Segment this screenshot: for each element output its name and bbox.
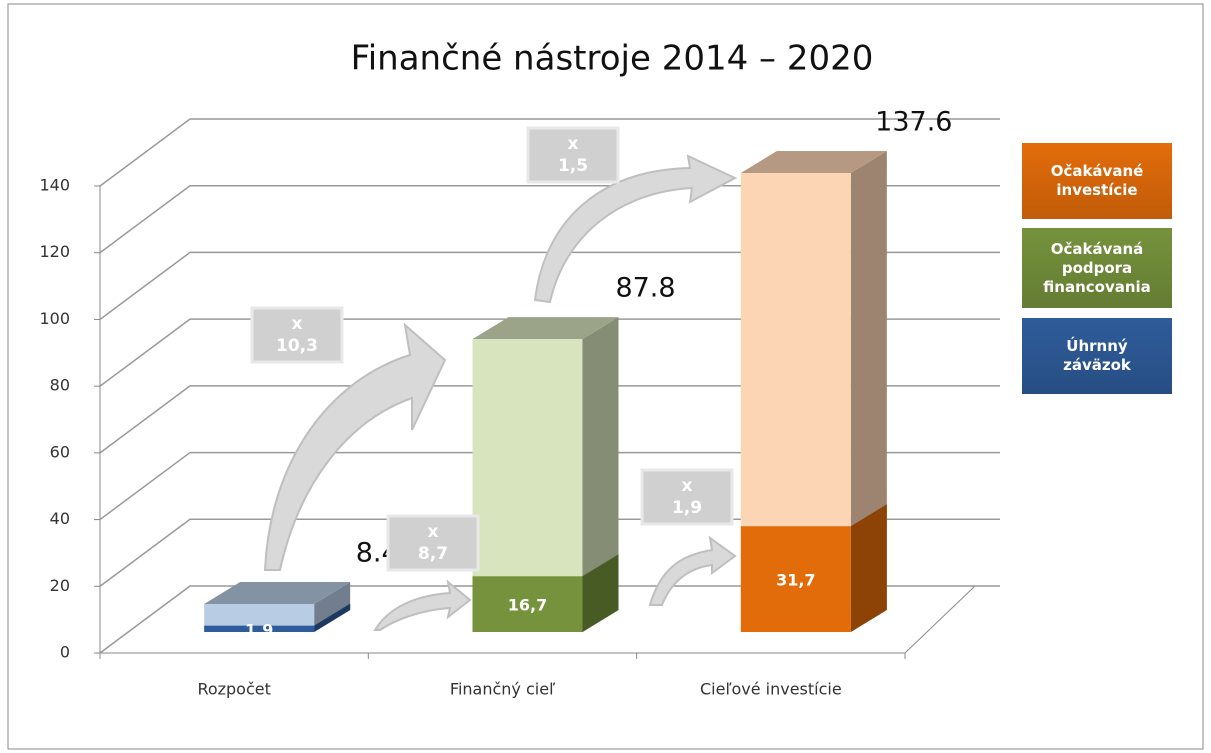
total-label: 137.6 xyxy=(875,107,952,138)
x-tick-label: Cieľové investície xyxy=(700,680,842,699)
bar-side xyxy=(850,504,887,632)
total-label: 87.8 xyxy=(615,273,675,304)
annotation-text: x xyxy=(568,134,579,154)
bar xyxy=(472,576,583,632)
bar-top xyxy=(204,581,351,604)
annotation-text: 1,5 xyxy=(558,156,588,176)
legend-item: Očakávaná podpora financovania xyxy=(1022,228,1172,308)
legend-item: Úhrnný záväzok xyxy=(1022,318,1172,394)
grid-line xyxy=(99,385,1000,454)
x-tick-label: Rozpočet xyxy=(197,680,270,699)
y-tick-label: 100 xyxy=(39,309,70,328)
bar-side xyxy=(582,317,619,632)
grid-line xyxy=(99,184,1000,254)
bar xyxy=(740,526,851,632)
bar-side xyxy=(582,554,619,632)
annotation-box xyxy=(250,306,344,364)
arrow xyxy=(373,579,472,631)
value-label: 16,7 xyxy=(508,596,547,615)
y-tick-label: 20 xyxy=(50,576,70,595)
arrow xyxy=(263,322,447,571)
annotation-text: x xyxy=(682,476,693,496)
annotation-box xyxy=(526,126,620,184)
annotation-box xyxy=(386,514,480,572)
arrow xyxy=(533,154,738,304)
grid-line xyxy=(99,451,1000,521)
chart-title: Finančné nástroje 2014 – 2020 xyxy=(351,39,874,79)
legend-item: Očakávané investície xyxy=(1022,143,1172,219)
annotation-text: 8,7 xyxy=(418,544,448,564)
value-label: 1,9 xyxy=(245,620,273,639)
annotation-text: x xyxy=(428,522,439,542)
grid-line xyxy=(99,118,1000,187)
y-tick-label: 140 xyxy=(39,176,70,195)
arrows xyxy=(263,154,738,631)
y-tick-label: 40 xyxy=(50,509,70,528)
y-tick-label: 0 xyxy=(60,643,70,662)
annotation-box xyxy=(640,468,734,526)
bar-top xyxy=(472,317,619,340)
y-tick-label: 120 xyxy=(39,242,70,261)
y-tick-label: 80 xyxy=(50,376,70,395)
annotation-text: 10,3 xyxy=(276,336,318,356)
bar-side xyxy=(314,603,351,632)
grid-line xyxy=(99,251,1000,321)
annotation-text: x xyxy=(292,314,303,334)
frame xyxy=(7,3,1204,750)
bar-side xyxy=(314,581,351,632)
y-tick-label: 60 xyxy=(50,442,70,461)
grid-line xyxy=(99,318,1000,387)
bar xyxy=(204,625,315,632)
x-tick-label: Finančný cieľ xyxy=(450,680,555,699)
annotation-text: 1,9 xyxy=(672,498,702,518)
grid-line xyxy=(99,585,1000,654)
bar-top xyxy=(740,151,887,174)
value-label: 31,7 xyxy=(776,571,815,590)
arrow xyxy=(648,535,737,606)
